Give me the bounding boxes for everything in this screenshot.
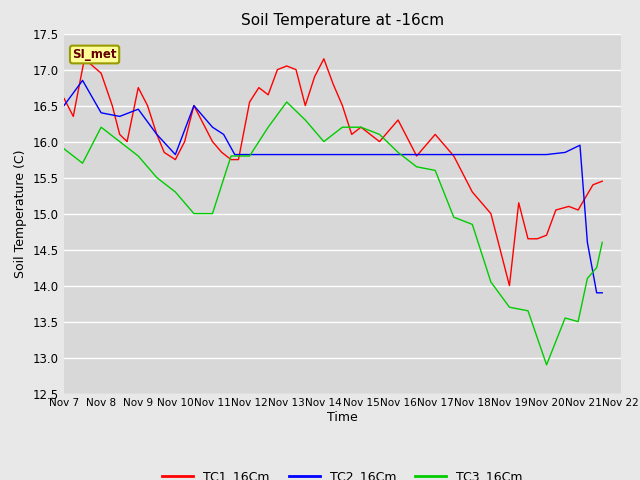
- X-axis label: Time: Time: [327, 411, 358, 424]
- Legend: TC1_16Cm, TC2_16Cm, TC3_16Cm: TC1_16Cm, TC2_16Cm, TC3_16Cm: [157, 465, 528, 480]
- Y-axis label: Soil Temperature (C): Soil Temperature (C): [15, 149, 28, 278]
- Title: Soil Temperature at -16cm: Soil Temperature at -16cm: [241, 13, 444, 28]
- Text: SI_met: SI_met: [72, 48, 117, 61]
